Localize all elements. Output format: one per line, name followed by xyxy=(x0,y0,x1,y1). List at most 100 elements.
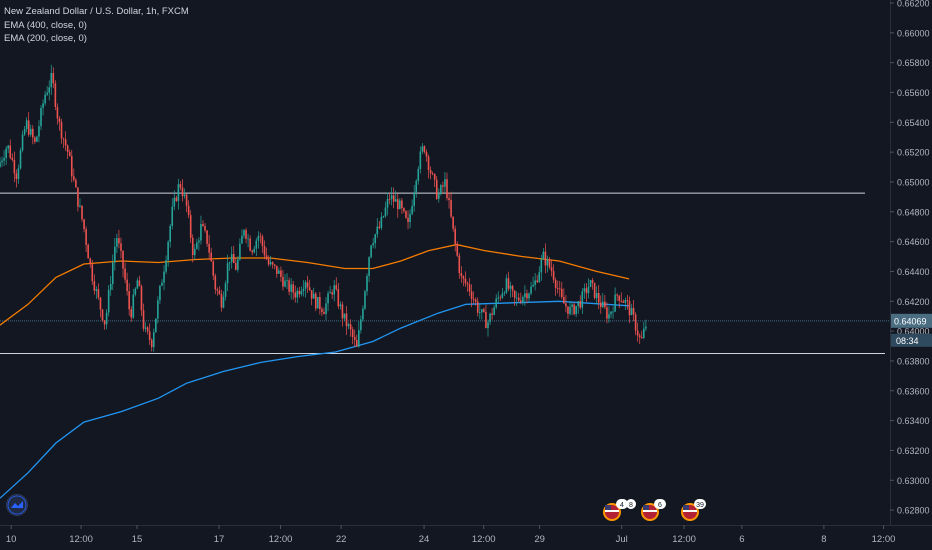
candle-body xyxy=(384,207,387,217)
candle-body xyxy=(472,298,475,300)
candle-body xyxy=(634,314,637,331)
candle-body xyxy=(478,312,481,313)
candle-body xyxy=(333,285,336,295)
candle-body xyxy=(107,289,110,313)
candle-body xyxy=(599,302,602,308)
countdown-value: 08:34 xyxy=(896,336,919,346)
ema-200-legend[interactable]: EMA (200, close, 0) xyxy=(4,33,87,44)
candle-body xyxy=(493,307,495,315)
candle-body xyxy=(150,339,153,348)
candle-body xyxy=(273,264,276,266)
candle-body xyxy=(358,330,360,347)
candle-body xyxy=(585,288,588,294)
candle-body xyxy=(407,217,409,223)
candle-body xyxy=(339,304,342,307)
y-tick-label: 0.64400 xyxy=(897,267,930,277)
x-tick-label: 12:00 xyxy=(472,534,496,545)
x-tick-label: 22 xyxy=(336,534,347,545)
tradingview-logo-icon[interactable] xyxy=(6,494,28,516)
candle-body xyxy=(138,280,141,287)
candle-body xyxy=(109,284,112,290)
candle-body xyxy=(534,280,536,286)
candle-body xyxy=(308,287,311,291)
badge-count: 4 xyxy=(620,502,624,509)
candle-body xyxy=(561,288,563,298)
candle-body xyxy=(44,94,46,104)
candle-body xyxy=(179,184,182,188)
y-tick-label: 0.64600 xyxy=(897,237,930,247)
candle-body xyxy=(442,185,444,187)
candle-body xyxy=(423,146,426,152)
candle-body xyxy=(11,157,14,160)
candle-body xyxy=(511,285,514,291)
x-tick-label: 17 xyxy=(214,534,225,545)
x-tick-label: 10 xyxy=(6,534,17,545)
candle-body xyxy=(66,145,69,152)
candle-body xyxy=(485,311,487,329)
x-tick-label: 12:00 xyxy=(672,534,696,545)
candle-body xyxy=(499,297,502,299)
candle-body xyxy=(296,290,299,298)
y-tick-label: 0.62800 xyxy=(897,506,930,516)
candle-body xyxy=(587,286,590,294)
candle-body xyxy=(421,146,424,152)
candle-body xyxy=(323,312,325,315)
candle-body xyxy=(169,225,171,242)
candle-body xyxy=(509,285,512,289)
candle-body xyxy=(454,228,456,244)
event-badge[interactable]: 6 xyxy=(641,499,666,521)
candle-body xyxy=(32,128,34,138)
chart-legend: New Zealand Dollar / U.S. Dollar, 1h, FX… xyxy=(4,5,189,46)
event-badge[interactable]: 39 xyxy=(681,499,706,521)
candle-body xyxy=(85,229,87,245)
candle-body xyxy=(524,293,526,298)
candle-body xyxy=(152,332,155,348)
candle-body xyxy=(474,299,477,302)
candle-body xyxy=(70,156,73,177)
candle-body xyxy=(405,211,407,218)
candle-body xyxy=(427,156,430,170)
x-tick-label: 15 xyxy=(132,534,143,545)
y-tick-label: 0.63400 xyxy=(897,416,930,426)
candle-body xyxy=(249,238,251,251)
x-tick-label: 24 xyxy=(419,534,430,545)
candle-body xyxy=(347,324,350,327)
candle-body xyxy=(17,168,20,179)
candle-body xyxy=(314,293,317,309)
candle-body xyxy=(136,280,139,289)
ema-400-legend[interactable]: EMA (400, close, 0) xyxy=(4,19,87,31)
x-tick-label: Jul xyxy=(616,534,628,545)
candle-body xyxy=(425,151,428,157)
symbol-title[interactable]: New Zealand Dollar / U.S. Dollar, 1h, FX… xyxy=(4,6,189,17)
candle-body xyxy=(360,319,362,331)
y-tick-label: 0.64200 xyxy=(897,297,930,307)
price-tag xyxy=(891,313,932,328)
candle-body xyxy=(433,173,436,180)
candle-body xyxy=(353,336,356,341)
candle-body xyxy=(276,265,278,274)
y-tick-label: 0.63800 xyxy=(897,356,930,366)
candle-body xyxy=(228,261,231,264)
candle-body xyxy=(62,138,65,140)
y-tick-label: 0.65000 xyxy=(897,177,930,187)
candle-body xyxy=(577,301,580,306)
candle-body xyxy=(40,108,42,127)
candle-body xyxy=(95,289,98,291)
x-tick-label: 12:00 xyxy=(872,534,896,545)
candle-body xyxy=(628,300,631,316)
candle-body xyxy=(259,235,262,237)
candle-body xyxy=(466,283,469,285)
flag-stripe xyxy=(683,510,697,512)
candle-body xyxy=(575,305,577,315)
candle-body xyxy=(210,252,212,262)
candle-body xyxy=(265,255,268,260)
badge-count: 39 xyxy=(696,502,704,509)
price-tag-value: 0.64069 xyxy=(894,316,927,326)
candle-body xyxy=(128,291,130,310)
candle-body xyxy=(177,184,180,201)
candle-body xyxy=(429,169,432,174)
candle-body xyxy=(327,293,329,304)
candle-body xyxy=(567,306,569,314)
